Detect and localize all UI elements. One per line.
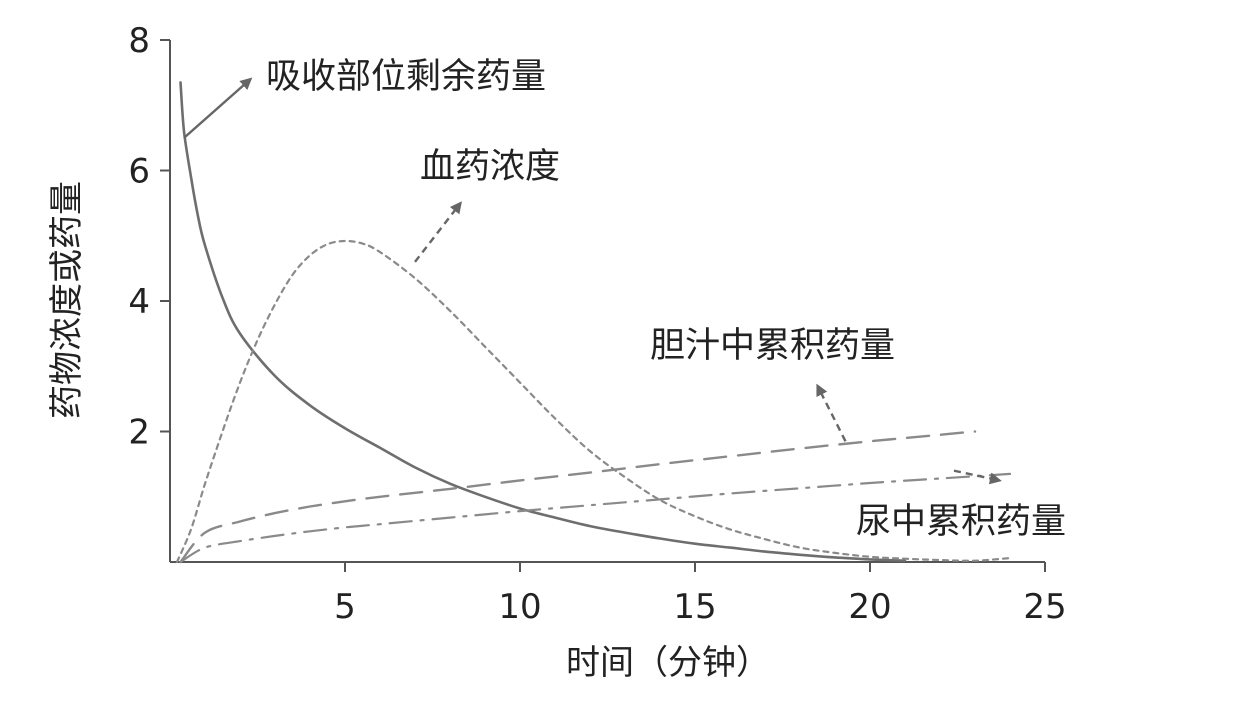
annotation-bile-label: 胆汁中累积药量 — [650, 326, 895, 366]
annotation-arrow-2 — [816, 383, 847, 442]
arrow-layer — [183, 77, 1002, 485]
y-tick-label-2: 2 — [128, 413, 150, 453]
y-ticks: 2 4 6 8 — [128, 21, 170, 453]
x-axis-title: 时间（分钟） — [566, 643, 770, 683]
x-tick-label-5: 5 — [334, 587, 356, 627]
annotation-arrow-0 — [183, 77, 253, 139]
y-tick-label-4: 4 — [128, 282, 150, 322]
x-tick-label-10: 10 — [498, 587, 541, 627]
x-tick-label-25: 25 — [1023, 587, 1066, 627]
annotation-residual-label: 吸收部位剩余药量 — [266, 57, 546, 97]
x-ticks: 5 10 15 20 25 — [334, 562, 1067, 627]
x-tick-label-15: 15 — [673, 587, 716, 627]
series-line-residual — [179, 81, 907, 562]
annotation-plasma-label: 血药浓度 — [420, 147, 560, 187]
annotation-arrow-3 — [953, 469, 1002, 485]
y-tick-label-8: 8 — [128, 21, 150, 61]
y-tick-label-6: 6 — [128, 152, 150, 192]
series-layer — [175, 81, 1012, 564]
x-tick-label-20: 20 — [848, 587, 891, 627]
annotation-arrow-1 — [414, 201, 462, 263]
y-axis-title: 药物浓度或药量 — [47, 181, 87, 419]
series-line-bile — [179, 430, 977, 564]
annotation-urine-label: 尿中累积药量 — [856, 502, 1066, 542]
series-line-plasma — [175, 239, 1012, 564]
series-line-urine — [179, 472, 1012, 564]
